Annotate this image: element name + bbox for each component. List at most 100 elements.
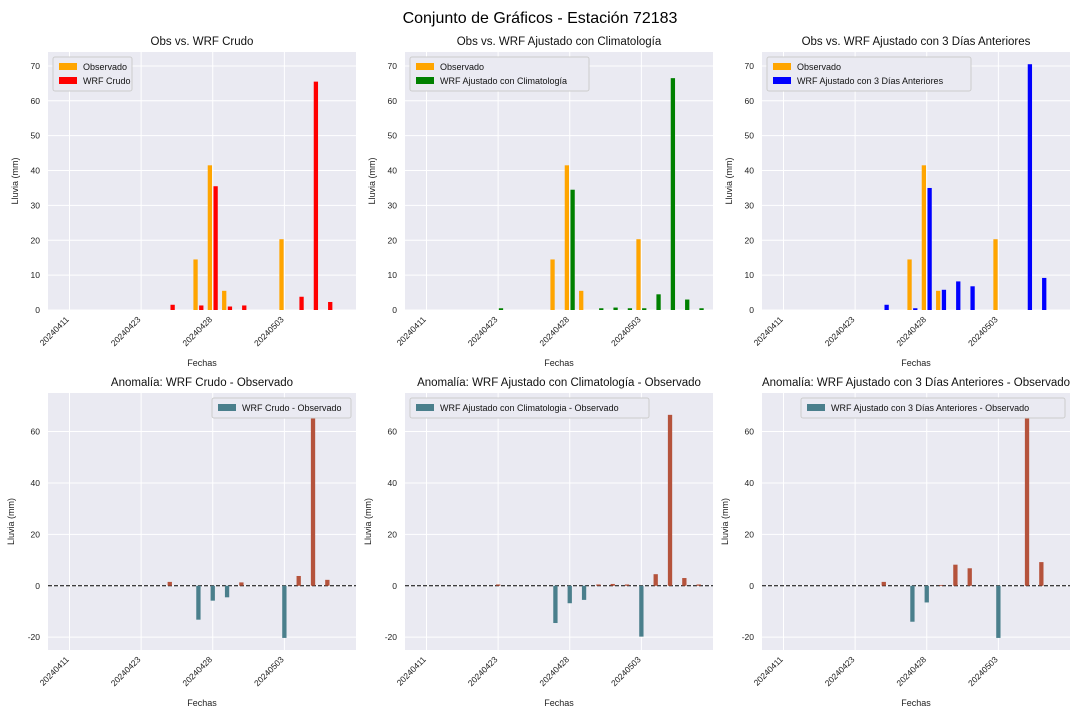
bar (207, 165, 213, 310)
bar (325, 579, 330, 586)
y-tick-label: 20 (31, 529, 41, 539)
bar (210, 585, 215, 601)
chart-panel-5: -20 0 20 40 60 20240411 20240423 20240428 202405… (363, 377, 713, 708)
x-tick-label: 20240503 (609, 314, 643, 348)
x-tick-label: 20240423 (823, 314, 857, 348)
bar (193, 259, 198, 310)
y-tick-label: 50 (745, 131, 755, 141)
x-tick-label: 20240503 (966, 314, 1000, 348)
legend-swatch (773, 77, 791, 84)
x-tick-label: 20240411 (395, 314, 429, 348)
x-tick-label: 20240411 (38, 654, 72, 688)
bar (624, 584, 630, 586)
bar (299, 296, 304, 310)
bar (279, 239, 284, 310)
bar (967, 568, 972, 586)
y-tick-label: 40 (388, 166, 398, 176)
plot-area (762, 52, 1070, 310)
y-tick-label: 30 (745, 200, 755, 210)
bar (222, 290, 227, 310)
bar (881, 581, 886, 586)
y-tick-label: 60 (745, 96, 755, 106)
y-tick-label: 40 (745, 166, 755, 176)
bar (927, 187, 932, 310)
y-tick-label: 40 (31, 478, 41, 488)
legend-box (211, 397, 352, 419)
y-tick-label: 40 (745, 478, 755, 488)
bar (224, 585, 230, 598)
bar (670, 78, 676, 310)
y-tick-label: 60 (388, 96, 398, 106)
legend-label: Observado (797, 62, 841, 72)
bar (936, 290, 941, 310)
bar (910, 585, 915, 622)
legend-label: WRF Ajustado con Climatología (440, 76, 567, 86)
y-tick-label: 70 (745, 61, 755, 71)
legend-swatch (773, 63, 791, 70)
bar (907, 259, 912, 310)
bar (239, 582, 244, 586)
y-tick-label: 20 (745, 235, 755, 245)
y-tick-label: 40 (388, 478, 398, 488)
legend-box (800, 397, 1066, 419)
bar (924, 585, 929, 603)
y-tick-label: 50 (31, 131, 41, 141)
chart-panel-6: -20 0 20 40 60 20240411 20240423 20240428 202405… (720, 377, 1070, 708)
x-tick-label: 20240428 (180, 654, 214, 688)
bar (296, 575, 301, 586)
bar (642, 308, 647, 310)
legend-box (766, 56, 972, 92)
bar (1027, 64, 1033, 311)
bar (913, 308, 918, 310)
panel-title: Obs vs. WRF Ajustado con 3 Días Anterior… (802, 36, 1031, 48)
bar (627, 308, 633, 310)
bar (1039, 562, 1044, 586)
y-axis-label: Lluvia (mm) (6, 498, 16, 545)
bar (667, 414, 673, 586)
bar (550, 259, 555, 310)
x-tick-label: 20240428 (894, 654, 928, 688)
bar (956, 281, 961, 310)
x-axis-label: Fechas (901, 698, 931, 708)
y-tick-label: 50 (388, 131, 398, 141)
y-tick-label: 60 (31, 96, 41, 106)
y-tick-label: 10 (745, 270, 755, 280)
bar (553, 585, 558, 624)
x-tick-label: 20240428 (180, 314, 214, 348)
bar (1042, 277, 1047, 310)
y-tick-label: 30 (31, 200, 41, 210)
bar (1024, 404, 1030, 586)
bar (570, 189, 575, 310)
bar (167, 581, 172, 586)
bar (970, 286, 975, 310)
y-tick-label: 40 (31, 166, 41, 176)
y-tick-label: -20 (385, 632, 398, 642)
panel-title: Anomalía: WRF Crudo - Observado (111, 377, 293, 389)
legend-swatch (218, 404, 236, 411)
bar (884, 304, 889, 310)
bar (596, 584, 601, 586)
y-tick-label: 10 (388, 270, 398, 280)
y-tick-label: 60 (388, 427, 398, 437)
bar (196, 585, 201, 620)
x-axis-label: Fechas (544, 358, 574, 368)
bar (581, 585, 587, 600)
legend-label: WRF Ajustado con 3 Días Anteriores - Obs… (831, 403, 1029, 413)
y-tick-label: 10 (31, 270, 41, 280)
y-axis-label: Lluvia (mm) (10, 157, 20, 204)
x-axis-label: Fechas (544, 698, 574, 708)
x-axis-label: Fechas (187, 358, 217, 368)
x-tick-label: 20240423 (823, 654, 857, 688)
legend-box (409, 397, 650, 419)
bar (567, 585, 572, 604)
legend-label: Observado (83, 62, 127, 72)
y-tick-label: 20 (31, 235, 41, 245)
bar (941, 289, 947, 310)
bar (495, 584, 501, 586)
bar (993, 239, 998, 310)
y-tick-label: 0 (35, 581, 40, 591)
panel-title: Anomalía: WRF Ajustado con 3 Días Anteri… (762, 377, 1070, 389)
y-tick-label: 20 (388, 235, 398, 245)
x-tick-label: 20240503 (609, 654, 643, 688)
